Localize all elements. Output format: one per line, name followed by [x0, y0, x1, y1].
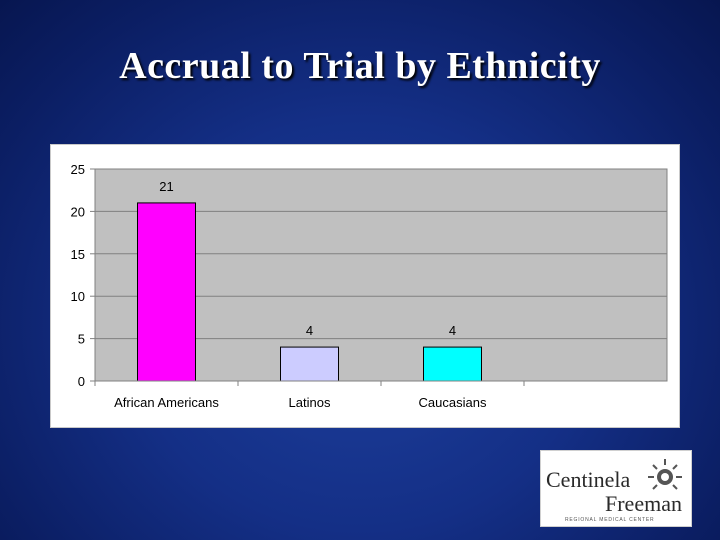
y-tick-label: 25 [71, 162, 85, 177]
y-tick-label: 10 [71, 289, 85, 304]
y-tick-labels: 0 5 10 15 20 25 [71, 162, 85, 389]
y-tick-label: 5 [78, 332, 85, 347]
data-labels: 21 4 4 [159, 179, 456, 338]
x-tick-label: African Americans [114, 395, 219, 410]
bar [137, 202, 196, 382]
bar-chart: 0 5 10 15 20 25 African Americans Latinos Cauca… [71, 162, 668, 410]
bars [137, 202, 482, 382]
data-label: 4 [306, 323, 313, 338]
logo-line-3: REGIONAL MEDICAL CENTER [565, 517, 655, 523]
data-label: 21 [159, 179, 173, 194]
y-tick-label: 15 [71, 247, 85, 262]
x-tick-label: Caucasians [419, 395, 487, 410]
x-tick-labels: African Americans Latinos Caucasians [114, 395, 487, 410]
x-tick-label: Latinos [289, 395, 331, 410]
axes [94, 380, 667, 386]
bar [423, 346, 482, 382]
chart-panel: 0 5 10 15 20 25 African Americans Latinos Cauca… [50, 144, 680, 428]
slide-title: Accrual to Trial by Ethnicity [119, 45, 601, 87]
y-tick-label: 20 [71, 204, 85, 219]
centinela-freeman-logo: Centinela Freeman REGIONAL MEDICAL CENTE… [540, 450, 692, 527]
data-label: 4 [449, 323, 456, 338]
bar [280, 346, 339, 382]
sun-logo-icon [645, 455, 685, 495]
y-tick-label: 0 [78, 374, 85, 389]
logo-line-1: Centinela [546, 467, 631, 492]
logo-line-2: Freeman [605, 491, 682, 516]
